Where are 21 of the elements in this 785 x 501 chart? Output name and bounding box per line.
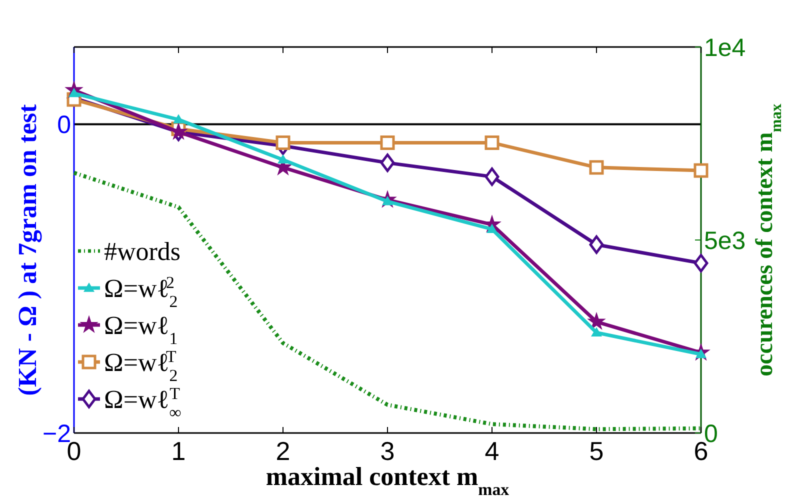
point xyxy=(591,327,602,336)
line-series xyxy=(72,170,703,432)
point xyxy=(587,312,606,330)
point xyxy=(694,163,708,178)
point xyxy=(694,254,708,272)
point xyxy=(276,135,290,150)
y2-tick-label: 5e3 xyxy=(704,227,746,255)
y2-tick-label: 1e4 xyxy=(704,34,746,62)
x-tick-label: 1 xyxy=(171,436,186,466)
point xyxy=(278,154,288,164)
point xyxy=(380,154,395,172)
point xyxy=(484,135,500,150)
legend-label: Ω=wℓ$_{1}$ xyxy=(104,311,178,348)
point xyxy=(173,114,184,124)
y-axis-title: (KN - Ω ) at 7gram on test xyxy=(13,104,42,396)
point xyxy=(380,135,395,150)
point xyxy=(484,167,500,186)
legend-label: #words xyxy=(104,237,181,266)
x-tick-label: 5 xyxy=(589,436,604,466)
point xyxy=(589,160,604,175)
point xyxy=(589,235,604,254)
